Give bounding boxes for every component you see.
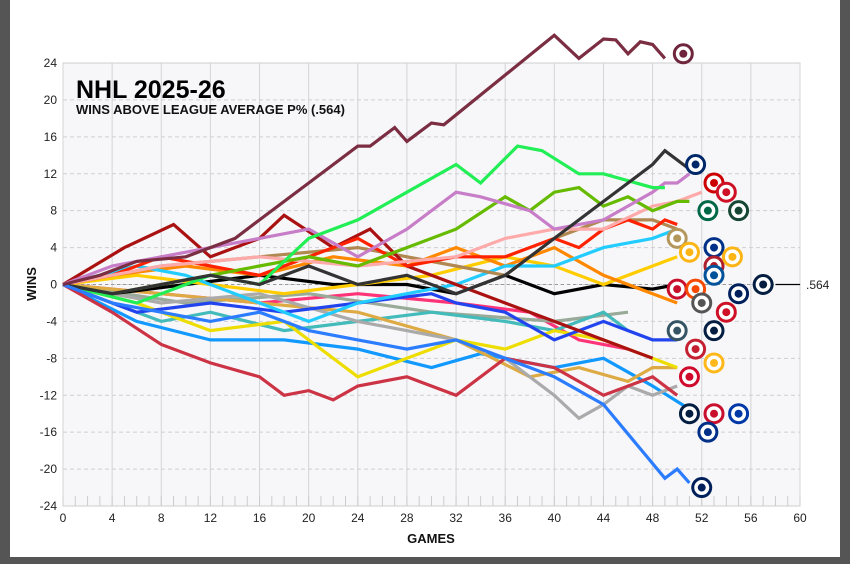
y-tick-label: 4 xyxy=(50,241,57,255)
team-logo-rangers-center xyxy=(734,409,743,418)
x-tick-label: 40 xyxy=(548,511,562,525)
team-logo-kraken-center xyxy=(673,326,682,335)
y-tick-label: 20 xyxy=(44,93,58,107)
team-logo-predators-center xyxy=(710,358,719,367)
x-tick-label: 48 xyxy=(646,511,660,525)
team-logo-panthers-center xyxy=(673,285,682,294)
series-line xyxy=(62,213,654,360)
team-logo-blackhawks-center xyxy=(685,372,694,381)
series-line xyxy=(62,227,678,324)
series-line xyxy=(62,283,691,484)
series-line xyxy=(62,245,678,305)
team-logo-penguins-center xyxy=(685,248,694,257)
x-tick-label: 8 xyxy=(158,511,165,525)
team-logo-golden-knights-center xyxy=(673,234,682,243)
series-line xyxy=(62,190,703,287)
x-tick-label: 56 xyxy=(744,511,758,525)
x-tick-label: 32 xyxy=(449,511,463,525)
x-tick-label: 16 xyxy=(253,511,267,525)
team-logos xyxy=(666,43,774,499)
y-tick-label: 8 xyxy=(50,204,57,218)
x-tick-label: 4 xyxy=(109,511,116,525)
team-logo-flyers-center xyxy=(691,285,700,294)
team-logo-sabres-center xyxy=(710,243,719,252)
team-logo-blues-center xyxy=(703,428,712,437)
x-tick-label: 52 xyxy=(695,511,709,525)
x-tick-labels: 0 4 8 12 16 20 24 28 32 36 40 44 48 52 56 60 xyxy=(60,511,807,525)
y-tick-label: 0 xyxy=(50,278,57,292)
team-logo-flames-center xyxy=(710,409,719,418)
team-logo-bruins-center xyxy=(728,252,737,261)
team-logo-senators-center xyxy=(691,345,700,354)
team-logo-wild-center xyxy=(734,206,743,215)
x-tick-label: 44 xyxy=(597,511,611,525)
x-tick-label: 12 xyxy=(204,511,218,525)
team-logo-capitals-center xyxy=(710,326,719,335)
team-logo-islanders-center xyxy=(710,271,719,280)
team-logo-avalanche-center xyxy=(679,49,688,58)
team-logo-stars-center xyxy=(703,206,712,215)
series-lines xyxy=(62,33,703,484)
x-tick-label: 20 xyxy=(302,511,316,525)
series-line xyxy=(62,283,678,342)
chart-title: NHL 2025-26 xyxy=(76,76,226,104)
y-axis-label: WINS xyxy=(24,267,39,301)
x-tick-label: 36 xyxy=(499,511,513,525)
team-logo-kings-center xyxy=(697,298,706,307)
team-logo-oilers-center xyxy=(759,280,768,289)
y-tick-label: -20 xyxy=(40,462,58,476)
team-logo-canucks-center xyxy=(697,483,706,492)
team-logo-hurricanes-center xyxy=(710,178,719,187)
team-logo-devils-center xyxy=(722,308,731,317)
team-logo-red-wings-center xyxy=(722,188,731,197)
x-axis-label: GAMES xyxy=(407,531,455,546)
team-logo-jets-center xyxy=(685,409,694,418)
y-tick-label: 16 xyxy=(44,130,58,144)
y-tick-label: -24 xyxy=(40,499,58,513)
y-tick-label: -8 xyxy=(46,351,57,365)
team-logo-lightning-center xyxy=(691,160,700,169)
series-line xyxy=(62,283,691,411)
y-tick-label: -12 xyxy=(40,388,58,402)
series-line xyxy=(62,283,679,402)
series-line xyxy=(62,33,667,287)
y-tick-label: 12 xyxy=(44,167,58,181)
reference-line-label: .564 xyxy=(806,278,830,292)
x-tick-label: 60 xyxy=(793,511,807,525)
y-tick-label: -4 xyxy=(46,314,57,328)
x-tick-label: 28 xyxy=(400,511,414,525)
y-tick-label: -16 xyxy=(40,425,58,439)
x-tick-label: 24 xyxy=(351,511,365,525)
y-tick-labels: 24 20 16 12 8 4 0 -4 -8 -12 -16 -20 -24 xyxy=(40,56,58,513)
x-tick-label: 0 xyxy=(60,511,67,525)
series-line xyxy=(62,148,691,296)
team-logo-maple-leafs-center xyxy=(734,289,743,298)
chart-subtitle: WINS ABOVE LEAGUE AVERAGE P% (.564) xyxy=(76,102,345,117)
y-tick-label: 24 xyxy=(44,56,58,70)
